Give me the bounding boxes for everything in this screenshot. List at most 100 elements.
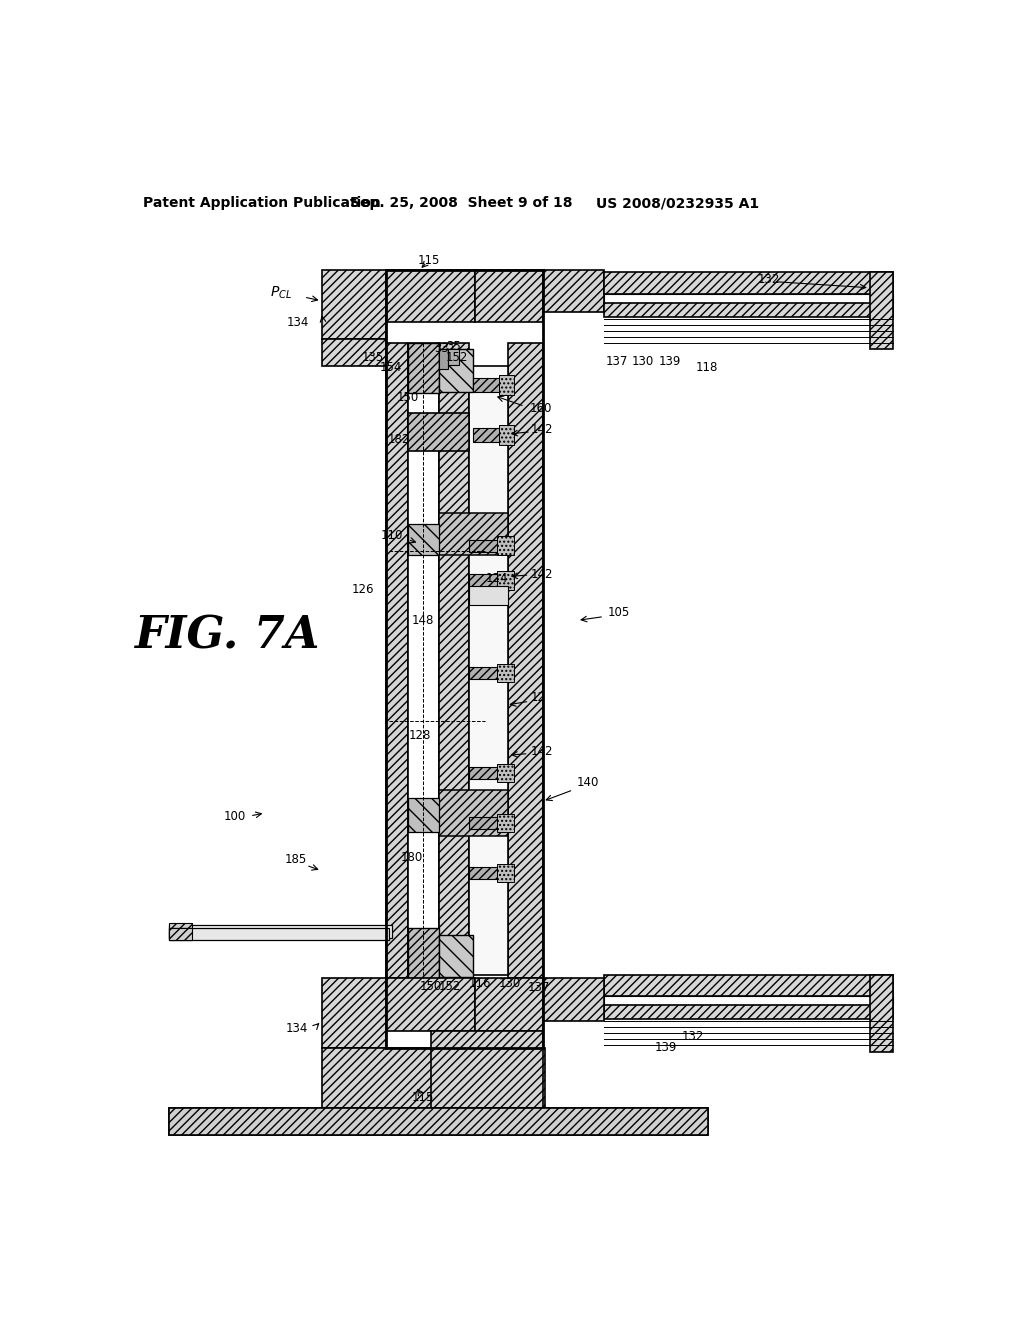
Bar xyxy=(497,813,514,832)
Bar xyxy=(499,375,514,395)
Bar xyxy=(408,797,438,832)
Text: 110: 110 xyxy=(381,529,403,543)
Text: 134: 134 xyxy=(287,315,309,329)
Bar xyxy=(322,271,386,339)
Text: 152: 152 xyxy=(445,351,468,363)
Text: 150: 150 xyxy=(396,391,419,404)
Text: 139: 139 xyxy=(658,355,681,368)
Bar xyxy=(469,586,508,605)
Text: 12: 12 xyxy=(531,690,546,704)
Bar xyxy=(499,425,514,445)
Bar xyxy=(469,867,508,879)
Text: 115: 115 xyxy=(412,1092,434,1105)
Text: 132: 132 xyxy=(682,1030,703,1043)
Text: 105: 105 xyxy=(608,606,630,619)
Bar xyxy=(604,272,893,294)
Bar xyxy=(469,540,508,552)
Bar xyxy=(408,343,438,393)
Text: FIG. 7A: FIG. 7A xyxy=(134,614,319,657)
Bar xyxy=(475,978,543,1031)
Bar xyxy=(408,343,438,978)
Text: 33: 33 xyxy=(434,342,449,355)
Text: 130: 130 xyxy=(499,977,520,990)
Text: $P_{CL}$: $P_{CL}$ xyxy=(270,285,292,301)
Text: 185: 185 xyxy=(285,853,307,866)
Bar xyxy=(604,294,893,304)
Text: 154: 154 xyxy=(380,362,402,375)
Bar xyxy=(322,339,386,367)
Text: 118: 118 xyxy=(695,362,718,375)
Text: 182: 182 xyxy=(387,433,410,446)
Bar xyxy=(386,271,475,322)
Bar xyxy=(408,928,438,978)
Bar xyxy=(497,664,514,682)
Text: US 2008/0232935 A1: US 2008/0232935 A1 xyxy=(596,197,759,210)
Bar xyxy=(497,863,514,882)
Bar xyxy=(869,974,893,1052)
Bar xyxy=(469,367,508,974)
Bar xyxy=(386,343,408,978)
Bar xyxy=(604,974,893,997)
Text: 130: 130 xyxy=(632,355,653,368)
Text: 126: 126 xyxy=(351,583,374,597)
Bar xyxy=(169,1107,708,1135)
Bar xyxy=(469,667,508,678)
Text: 139: 139 xyxy=(654,1041,677,1055)
Text: 116: 116 xyxy=(469,977,492,990)
Bar xyxy=(169,923,193,940)
Text: 160: 160 xyxy=(529,403,552,416)
Text: 135: 135 xyxy=(362,351,384,363)
Bar xyxy=(322,1048,545,1109)
Bar xyxy=(322,978,386,1048)
Bar xyxy=(473,428,508,442)
Bar xyxy=(869,272,893,350)
Bar xyxy=(469,817,508,829)
Text: 142: 142 xyxy=(531,744,553,758)
Text: 148: 148 xyxy=(412,614,434,627)
Bar xyxy=(469,574,508,586)
Text: 132: 132 xyxy=(758,273,780,286)
Text: 115: 115 xyxy=(418,255,440,268)
Bar xyxy=(604,997,893,1006)
Text: 100: 100 xyxy=(223,810,246,824)
Bar xyxy=(497,572,514,590)
Bar xyxy=(169,1107,708,1135)
Text: 140: 140 xyxy=(578,776,599,788)
Bar xyxy=(438,935,473,977)
Bar xyxy=(473,378,508,392)
Bar xyxy=(604,1006,893,1019)
Bar xyxy=(438,512,508,554)
Bar xyxy=(497,536,514,554)
Text: 137: 137 xyxy=(527,981,550,994)
Text: 35: 35 xyxy=(446,339,462,352)
Bar xyxy=(604,304,893,317)
Bar xyxy=(169,928,388,940)
Bar xyxy=(475,271,543,322)
Bar xyxy=(438,343,469,978)
Text: 142: 142 xyxy=(531,422,553,436)
Text: 137: 137 xyxy=(606,355,629,368)
Bar xyxy=(169,928,193,940)
Bar xyxy=(438,350,473,392)
Bar xyxy=(438,350,447,368)
Bar xyxy=(469,767,508,779)
Text: Sep. 25, 2008  Sheet 9 of 18: Sep. 25, 2008 Sheet 9 of 18 xyxy=(350,197,572,210)
Text: 134: 134 xyxy=(286,1022,307,1035)
Text: 128: 128 xyxy=(409,730,431,742)
Bar xyxy=(447,350,460,364)
Text: Patent Application Publication: Patent Application Publication xyxy=(142,197,380,210)
Bar xyxy=(386,978,475,1031)
Bar xyxy=(408,524,438,554)
Bar xyxy=(438,789,508,836)
Bar xyxy=(497,763,514,781)
Bar xyxy=(543,978,604,1020)
Text: 142: 142 xyxy=(531,568,553,581)
Bar xyxy=(408,412,469,451)
Text: 180: 180 xyxy=(400,851,423,865)
Bar xyxy=(431,1031,543,1107)
Text: 124: 124 xyxy=(485,572,508,585)
Text: 152: 152 xyxy=(439,979,461,993)
Bar xyxy=(169,924,392,939)
Text: 150: 150 xyxy=(420,979,442,993)
Bar xyxy=(508,343,543,978)
